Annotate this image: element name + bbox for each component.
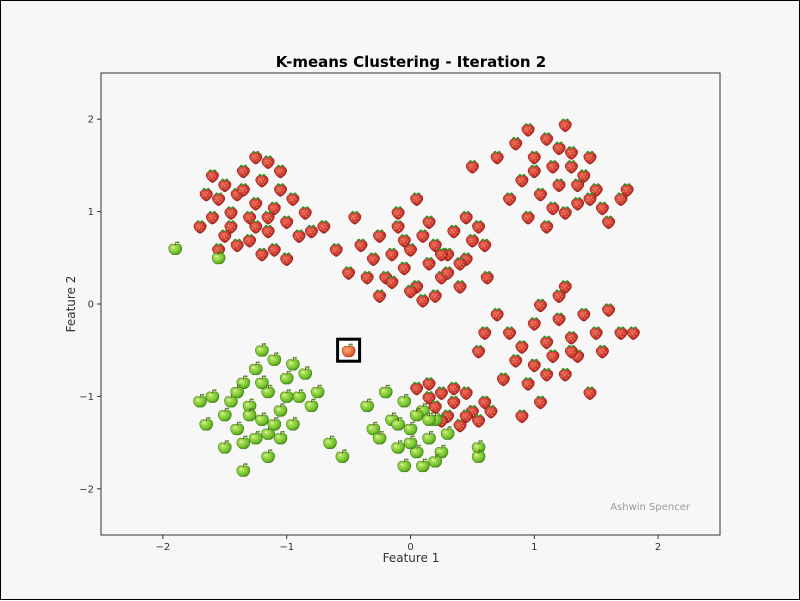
- y-tick-label: 2: [88, 115, 94, 126]
- y-tick-label: 1: [88, 207, 94, 218]
- x-tick-label: 2: [655, 542, 661, 553]
- x-axis-ticks: −2 −1 0 1 2: [156, 535, 661, 553]
- y-tick-label: −2: [79, 484, 94, 495]
- x-tick-label: 0: [407, 542, 413, 553]
- x-tick-label: −2: [156, 542, 171, 553]
- y-tick-label: 0: [88, 300, 94, 311]
- x-tick-label: −1: [279, 542, 294, 553]
- chart-title: K-means Clustering - Iteration 2: [276, 53, 546, 71]
- x-axis-label: Feature 1: [383, 551, 440, 565]
- y-tick-label: −1: [79, 392, 94, 403]
- y-axis-ticks: −2 −1 0 1 2: [79, 115, 101, 495]
- x-tick-label: 1: [531, 542, 537, 553]
- plot-area: [100, 72, 721, 536]
- centroid-layer: [336, 337, 362, 363]
- watermark-text: Ashwin Spencer: [610, 502, 691, 513]
- y-axis-label: Feature 2: [64, 276, 78, 333]
